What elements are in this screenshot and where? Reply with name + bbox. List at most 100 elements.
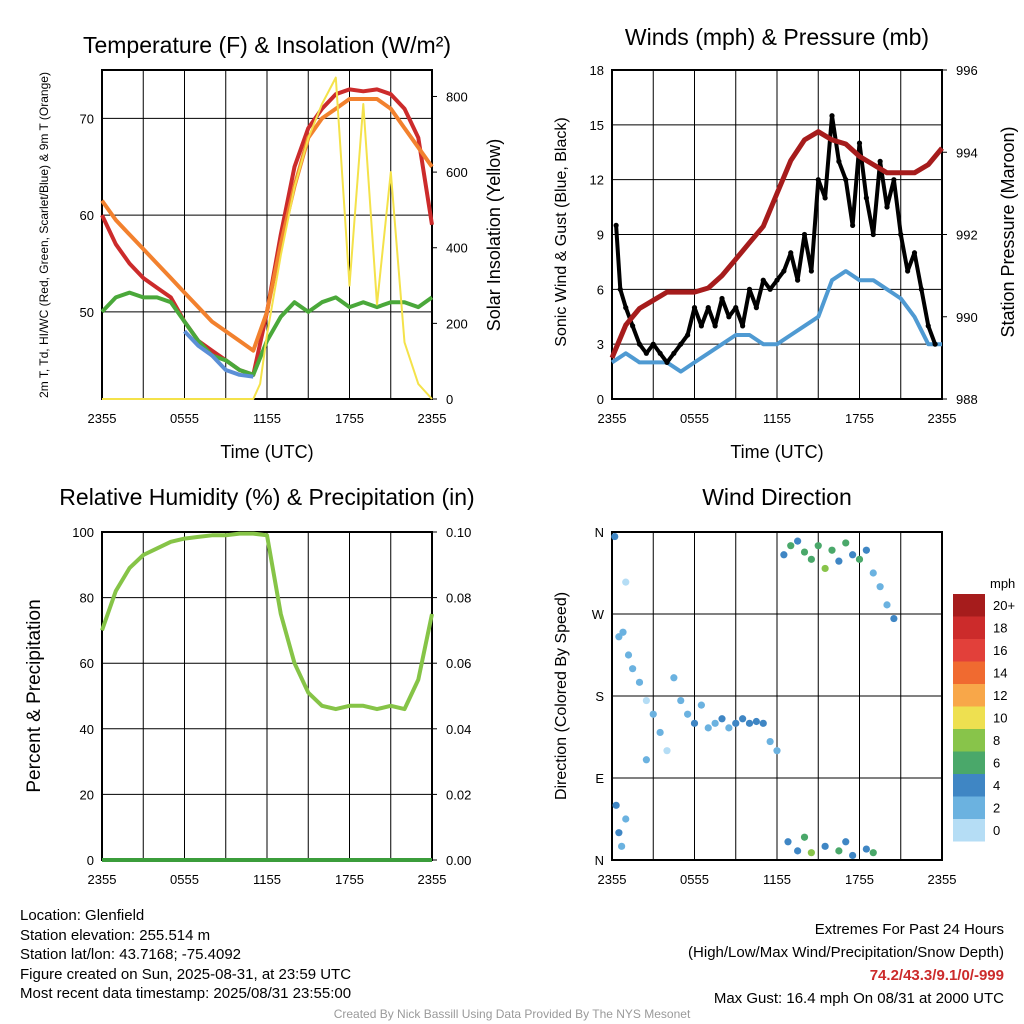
direction-point (862, 546, 870, 554)
x-tick-label: 1155 (763, 872, 791, 887)
legend-label: 16 (993, 643, 1007, 658)
y-tick-label: 0 (87, 853, 94, 868)
legend-title: mph (990, 576, 1015, 591)
direction-point (855, 555, 864, 563)
right-tick-label: 0.06 (446, 656, 471, 671)
direction-point (807, 555, 815, 563)
legend-swatch (953, 616, 985, 639)
direction-point (711, 719, 719, 727)
direction-point (883, 601, 891, 609)
gust-point (685, 332, 691, 338)
x-tick-label: 0555 (680, 872, 709, 887)
y-tick-label: 3 (597, 337, 604, 352)
direction-point (677, 696, 685, 705)
legend-label: 6 (993, 756, 1000, 771)
direction-point (773, 747, 781, 755)
gust-point (630, 323, 636, 329)
x-tick-label: 0555 (680, 411, 709, 426)
direction-point (752, 717, 760, 726)
gust-point (712, 323, 718, 329)
y-axis-label: 2m T, Td, HI/WC (Red, Green, Scarlet/Blu… (37, 72, 51, 398)
gust-point (740, 323, 746, 329)
y-axis-label-right: Station Pressure (Maroon) (998, 126, 1018, 337)
gust-point (733, 305, 739, 311)
right-tick-label: 800 (446, 89, 468, 104)
x-tick-label: 2355 (418, 872, 447, 887)
y-tick-label: 0 (597, 392, 604, 407)
direction-point (821, 842, 829, 850)
series-line (614, 113, 937, 365)
direction-point (800, 548, 809, 556)
legend-label: 12 (993, 688, 1007, 703)
direction-point (732, 719, 740, 727)
x-tick-label: 1755 (335, 872, 364, 887)
y-axis-label: Sonic Wind & Gust (Blue, Black) (553, 117, 570, 346)
direction-point (635, 678, 644, 686)
y-tick-label: 80 (80, 591, 94, 606)
y-tick-label: 12 (590, 173, 604, 188)
gust-point (746, 286, 753, 292)
direction-point (784, 838, 792, 846)
direction-point (869, 569, 877, 577)
x-tick-label: 1155 (253, 411, 281, 426)
direction-point (842, 539, 850, 547)
gust-point (705, 305, 711, 311)
extremes-subtitle: (High/Low/Max Wind/Precipitation/Snow De… (688, 944, 1004, 961)
x-tick-label: 2355 (928, 872, 957, 887)
gust-point (911, 250, 918, 256)
direction-point (780, 551, 788, 559)
direction-point (697, 701, 705, 709)
gust-point (691, 305, 698, 311)
direction-point (835, 847, 843, 855)
direction-point (611, 532, 619, 541)
y-tick-label: W (592, 607, 605, 622)
latlon-text: Station lat/lon: 43.7168; -75.4092 (20, 946, 242, 963)
credit-text: Created By Nick Bassill Using Data Provi… (333, 1007, 691, 1021)
x-tick-label: 1155 (253, 872, 281, 887)
x-tick-label: 2355 (418, 411, 447, 426)
y-axis-label: Direction (Colored By Speed) (553, 592, 570, 800)
right-tick-label: 0 (446, 392, 453, 407)
gust-point (843, 177, 849, 183)
legend-label: 20+ (993, 598, 1015, 613)
gust-point (767, 286, 773, 292)
gust-point (898, 231, 904, 238)
gust-point (808, 268, 814, 274)
direction-point (622, 578, 630, 586)
direction-point (862, 845, 870, 853)
right-tick-label: 990 (956, 310, 978, 325)
gust-point (918, 286, 924, 292)
gust-point (856, 140, 863, 146)
direction-point (629, 665, 637, 673)
direction-point (642, 756, 650, 764)
y-tick-label: N (595, 525, 604, 540)
right-tick-label: 200 (446, 316, 468, 331)
gust-point (781, 268, 787, 274)
direction-point (842, 838, 850, 846)
y-tick-label: 15 (590, 118, 604, 133)
legend-swatch (953, 774, 985, 797)
created-text: Figure created on Sun, 2025-08-31, at 23… (20, 965, 352, 983)
y-axis-label: Percent & Precipitation (24, 599, 45, 792)
legend-label: 10 (993, 711, 1007, 726)
gust-point (822, 195, 828, 201)
x-tick-label: 2355 (598, 872, 627, 887)
legend-swatch (953, 819, 985, 842)
direction-point (828, 546, 836, 554)
y-tick-label: E (595, 771, 604, 786)
x-tick-label: 2355 (928, 411, 957, 426)
direction-point (739, 715, 747, 723)
legend-swatch (953, 594, 985, 617)
direction-point (869, 849, 877, 857)
direction-point (649, 710, 657, 718)
direction-point (849, 851, 857, 860)
direction-point (814, 542, 822, 550)
y-tick-label: S (595, 689, 604, 704)
x-tick-label: 0555 (170, 872, 199, 887)
direction-point (759, 719, 767, 727)
recent-data-text: Most recent data timestamp: 2025/08/31 2… (20, 985, 352, 1002)
right-tick-label: 996 (956, 63, 978, 78)
legend-swatch (953, 706, 985, 729)
gust-point (636, 341, 643, 347)
gust-point (870, 231, 876, 238)
